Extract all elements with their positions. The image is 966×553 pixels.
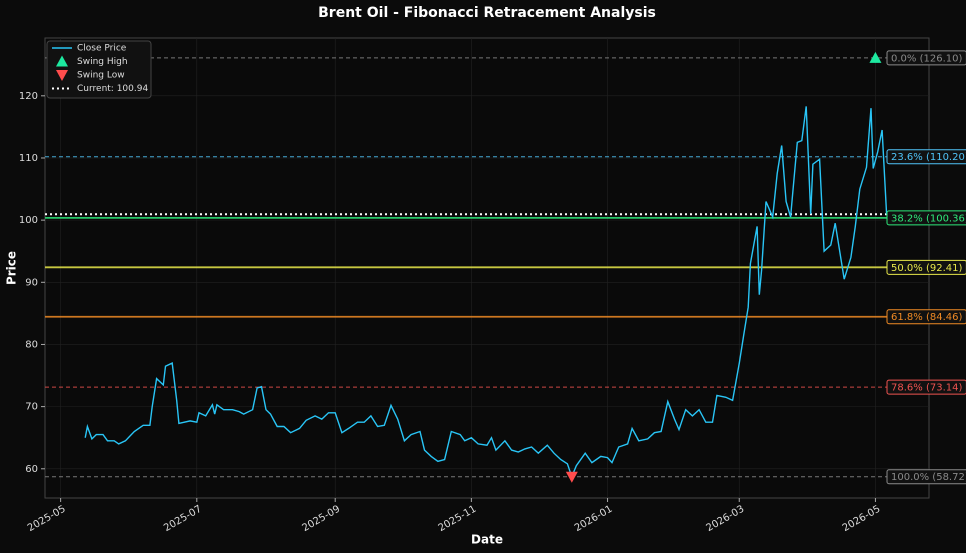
level-label-text: 61.8% (84.46) bbox=[891, 312, 962, 323]
level-label: 38.2% (100.36) bbox=[886, 210, 966, 226]
price-line bbox=[84, 106, 888, 479]
level-label-text: 78.6% (73.14) bbox=[891, 383, 962, 394]
y-axis-label: Price bbox=[5, 251, 19, 285]
x-axis-label: Date bbox=[471, 533, 503, 547]
legend-label: Current: 100.94 bbox=[77, 84, 148, 94]
level-label: 50.0% (92.41) bbox=[886, 259, 966, 275]
level-label-box bbox=[886, 50, 966, 66]
y-tick-label: 110 bbox=[19, 153, 38, 164]
level-label: 0.0% (126.10) bbox=[886, 50, 966, 66]
legend-key bbox=[56, 55, 68, 67]
level-label-text: 23.6% (110.20) bbox=[891, 152, 966, 163]
swing-marker bbox=[565, 471, 578, 483]
y-tick-label: 90 bbox=[25, 277, 38, 288]
swing-marker bbox=[869, 51, 882, 63]
y-tick-label: 120 bbox=[19, 91, 38, 102]
level-label-text: 38.2% (100.36) bbox=[891, 213, 966, 224]
y-tick-label: 80 bbox=[25, 339, 38, 350]
level-label-text: 50.0% (92.41) bbox=[891, 263, 962, 274]
legend: Close Price Swing High Swing Low Current: 1… bbox=[46, 40, 152, 99]
level-label-box bbox=[886, 379, 966, 395]
legend-label: Swing High bbox=[77, 57, 128, 67]
legend-box bbox=[46, 40, 152, 99]
legend-label: Close Price bbox=[77, 44, 127, 54]
level-label: 61.8% (84.46) bbox=[886, 309, 966, 325]
level-label-text: 100.0% (58.72) bbox=[891, 472, 966, 483]
level-label: 23.6% (110.20) bbox=[886, 149, 966, 165]
level-label-text: 0.0% (126.10) bbox=[891, 53, 962, 64]
y-tick-label: 70 bbox=[25, 402, 38, 413]
y-tick-label: 100 bbox=[19, 215, 38, 226]
legend-label: Swing Low bbox=[77, 71, 125, 81]
level-label-box bbox=[886, 259, 966, 275]
level-label-box bbox=[886, 149, 966, 165]
level-label: 100.0% (58.72) bbox=[886, 469, 966, 485]
level-label-box bbox=[886, 309, 966, 325]
y-tick-label: 60 bbox=[25, 464, 38, 475]
level-label-box bbox=[886, 210, 966, 226]
level-label-box bbox=[886, 469, 966, 485]
level-label: 78.6% (73.14) bbox=[886, 379, 966, 395]
chart-title: Brent Oil - Fibonacci Retracement Analys… bbox=[318, 5, 656, 21]
legend-key bbox=[56, 70, 68, 81]
